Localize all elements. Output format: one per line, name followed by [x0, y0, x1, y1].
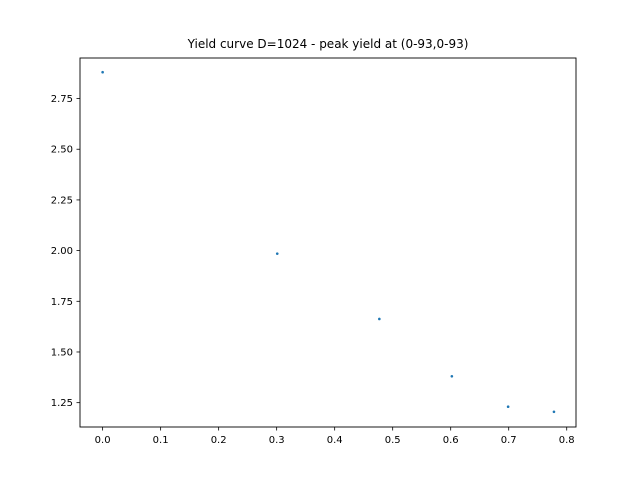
x-axis: 0.0 0.1 0.2 0.3 0.4 0.5 0.6 0.7 0.8 [95, 427, 575, 446]
chart-title: Yield curve D=1024 - peak yield at (0-93… [187, 37, 469, 51]
y-tick-label: 2.75 [51, 94, 73, 105]
plot-frame [79, 57, 577, 428]
data-point-0-4 [506, 405, 510, 409]
y-tick-label: 1.75 [51, 297, 73, 308]
y-tick-label: 1.25 [51, 398, 73, 409]
x-tick-label: 0.7 [501, 435, 517, 446]
data-point-0-0 [101, 70, 104, 74]
x-tick-label: 0.0 [95, 435, 111, 446]
x-tick-label: 0.4 [327, 435, 343, 446]
x-tick-label: 0.2 [211, 435, 227, 446]
y-axis: 1.25 1.50 1.75 2.00 2.25 2.50 2.75 [51, 94, 80, 409]
x-tick-label: 0.5 [385, 435, 401, 446]
y-tick-label: 2.00 [51, 246, 73, 257]
x-tick-label: 0.3 [269, 435, 285, 446]
y-tick-label: 1.50 [51, 347, 73, 358]
data-point-0-5 [552, 410, 556, 414]
x-tick-label: 0.6 [443, 435, 459, 446]
data-point-0-2 [378, 317, 381, 321]
y-tick-label: 2.50 [51, 145, 73, 156]
x-tick-label: 0.1 [153, 435, 169, 446]
x-tick-label: 0.8 [559, 435, 575, 446]
data-points [101, 70, 556, 414]
data-point-0-1 [275, 252, 279, 255]
data-point-0-3 [450, 375, 454, 378]
y-tick-label: 2.25 [51, 195, 73, 206]
